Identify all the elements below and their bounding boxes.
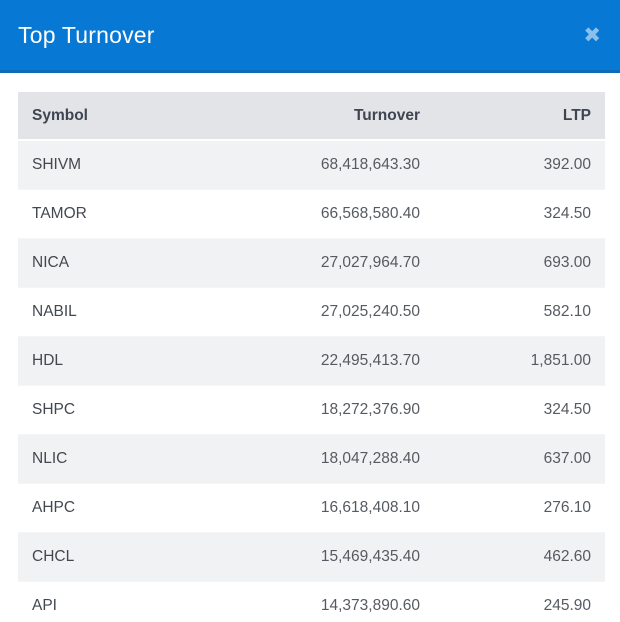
symbol-cell: NLIC — [18, 433, 208, 483]
turnover-cell: 66,568,580.40 — [208, 188, 434, 238]
ltp-cell: 392.00 — [434, 140, 605, 189]
symbol-cell: TAMOR — [18, 188, 208, 238]
symbol-cell: API — [18, 580, 208, 622]
symbol-cell: NICA — [18, 237, 208, 287]
ltp-cell: 324.50 — [434, 384, 605, 434]
turnover-table-container: Symbol Turnover LTP SHIVM 68,418,643.30 … — [18, 92, 605, 622]
table-row[interactable]: API 14,373,890.60 245.90 — [18, 580, 605, 622]
column-header-ltp: LTP — [434, 92, 605, 141]
table-row[interactable]: SHPC 18,272,376.90 324.50 — [18, 384, 605, 434]
ltp-cell: 245.90 — [434, 580, 605, 622]
table-row[interactable]: NLIC 18,047,288.40 637.00 — [18, 433, 605, 483]
symbol-cell: SHIVM — [18, 140, 208, 189]
table-header-row: Symbol Turnover LTP — [18, 92, 605, 141]
turnover-cell: 27,025,240.50 — [208, 286, 434, 336]
turnover-cell: 14,373,890.60 — [208, 580, 434, 622]
table-row[interactable]: NICA 27,027,964.70 693.00 — [18, 237, 605, 287]
turnover-cell: 15,469,435.40 — [208, 531, 434, 581]
ltp-cell: 693.00 — [434, 237, 605, 287]
turnover-cell: 22,495,413.70 — [208, 335, 434, 385]
close-icon[interactable]: ✖ — [583, 22, 601, 47]
ltp-cell: 276.10 — [434, 482, 605, 532]
table-row[interactable]: NABIL 27,025,240.50 582.10 — [18, 286, 605, 336]
symbol-cell: AHPC — [18, 482, 208, 532]
symbol-cell: SHPC — [18, 384, 208, 434]
symbol-cell: CHCL — [18, 531, 208, 581]
table-row[interactable]: AHPC 16,618,408.10 276.10 — [18, 482, 605, 532]
symbol-cell: NABIL — [18, 286, 208, 336]
ltp-cell: 324.50 — [434, 188, 605, 238]
turnover-cell: 18,272,376.90 — [208, 384, 434, 434]
turnover-cell: 18,047,288.40 — [208, 433, 434, 483]
ltp-cell: 637.00 — [434, 433, 605, 483]
table-row[interactable]: SHIVM 68,418,643.30 392.00 — [18, 140, 605, 189]
symbol-cell: HDL — [18, 335, 208, 385]
column-header-symbol: Symbol — [18, 92, 208, 141]
widget-header: Top Turnover ✖ — [0, 0, 620, 73]
turnover-cell: 16,618,408.10 — [208, 482, 434, 532]
table-row[interactable]: CHCL 15,469,435.40 462.60 — [18, 531, 605, 581]
turnover-table: Symbol Turnover LTP SHIVM 68,418,643.30 … — [18, 92, 605, 622]
turnover-cell: 68,418,643.30 — [208, 140, 434, 189]
table-row[interactable]: TAMOR 66,568,580.40 324.50 — [18, 188, 605, 238]
table-row[interactable]: HDL 22,495,413.70 1,851.00 — [18, 335, 605, 385]
column-header-turnover: Turnover — [208, 92, 434, 141]
ltp-cell: 582.10 — [434, 286, 605, 336]
turnover-cell: 27,027,964.70 — [208, 237, 434, 287]
ltp-cell: 462.60 — [434, 531, 605, 581]
turnover-table-body: SHIVM 68,418,643.30 392.00 TAMOR 66,568,… — [18, 140, 605, 622]
ltp-cell: 1,851.00 — [434, 335, 605, 385]
widget-title: Top Turnover — [18, 21, 155, 48]
